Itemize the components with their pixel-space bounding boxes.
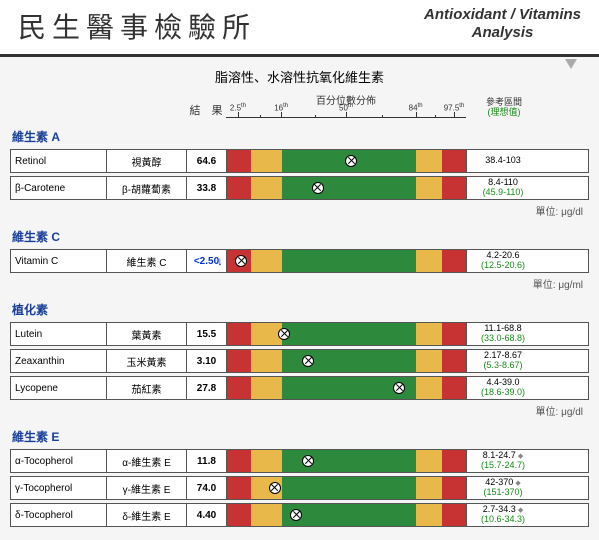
value-marker-icon bbox=[312, 182, 324, 194]
analyte-name-en: Lycopene bbox=[11, 377, 107, 399]
result-value: 33.8 bbox=[187, 177, 227, 199]
analyte-name-en: Zeaxanthin bbox=[11, 350, 107, 372]
distribution-bar bbox=[227, 504, 467, 526]
reference-range: 42-370◆(151-370) bbox=[467, 477, 539, 499]
analyte-name-zh: 茄紅素 bbox=[107, 377, 187, 399]
axis-header: 結 果 百分位數分佈 2.5th16th50th84th97.5th 參考區間 … bbox=[10, 94, 589, 118]
analyte-name-zh: γ-維生素 E bbox=[107, 477, 187, 499]
report-header: 民生醫事檢驗所 Antioxidant / Vitamins Analysis bbox=[0, 0, 599, 54]
reference-range: 38.4-103 bbox=[467, 150, 539, 172]
analyte-name-en: Retinol bbox=[11, 150, 107, 172]
analyte-name-zh: 玉米黃素 bbox=[107, 350, 187, 372]
analyte-row: β-Caroteneβ-胡蘿蔔素33.8 8.4-110(45.9-110) bbox=[10, 176, 589, 200]
ref-header: 參考區間 (理想值) bbox=[466, 98, 538, 118]
analyte-row: δ-Tocopherolδ-維生素 E4.40 2.7-34.3◆(10.6-34… bbox=[10, 503, 589, 527]
reference-range: 8.1-24.7◆(15.7-24.7) bbox=[467, 450, 539, 472]
distribution-bar bbox=[227, 377, 467, 399]
distribution-bar bbox=[227, 450, 467, 472]
analyte-name-en: δ-Tocopherol bbox=[11, 504, 107, 526]
value-marker-icon bbox=[290, 509, 302, 521]
value-marker-icon bbox=[235, 255, 247, 267]
value-marker-icon bbox=[269, 482, 281, 494]
unit-label: 單位: μg/dl bbox=[10, 203, 583, 218]
distribution-bar bbox=[227, 350, 467, 372]
percentile-axis: 百分位數分佈 2.5th16th50th84th97.5th bbox=[226, 94, 466, 118]
section-title: 植化素 bbox=[12, 301, 589, 318]
analyte-name-en: γ-Tocopherol bbox=[11, 477, 107, 499]
results-panel: 脂溶性、水溶性抗氧化維生素 結 果 百分位數分佈 2.5th16th50th84… bbox=[0, 57, 599, 540]
result-value: 27.8 bbox=[187, 377, 227, 399]
analysis-title: Antioxidant / Vitamins Analysis bbox=[424, 6, 581, 42]
result-value: 4.40 bbox=[187, 504, 227, 526]
value-marker-icon bbox=[302, 355, 314, 367]
reference-range: 2.7-34.3◆(10.6-34.3) bbox=[467, 504, 539, 526]
result-value: 3.10 bbox=[187, 350, 227, 372]
analyte-name-en: Lutein bbox=[11, 323, 107, 345]
analyte-row: α-Tocopherolα-維生素 E11.8 8.1-24.7◆(15.7-24… bbox=[10, 449, 589, 473]
value-marker-icon bbox=[393, 382, 405, 394]
analyte-row: Lycopene茄紅素27.8 4.4-39.0(18.6-39.0) bbox=[10, 376, 589, 400]
analyte-row: Lutein葉黃素15.5 11.1-68.8(33.0-68.8) bbox=[10, 322, 589, 346]
result-value: 11.8 bbox=[187, 450, 227, 472]
result-value: 64.6 bbox=[187, 150, 227, 172]
reference-range: 4.4-39.0(18.6-39.0) bbox=[467, 377, 539, 399]
analyte-name-zh: δ-維生素 E bbox=[107, 504, 187, 526]
analyte-name-en: Vitamin C bbox=[11, 250, 107, 272]
panel-title: 脂溶性、水溶性抗氧化維生素 bbox=[10, 57, 589, 94]
analyte-row: Vitamin C維生素 C<2.50↓ 4.2-20.6(12.5-20.6) bbox=[10, 249, 589, 273]
result-value: 74.0 bbox=[187, 477, 227, 499]
lab-name: 民生醫事檢驗所 bbox=[18, 6, 256, 46]
section-title: 維生素 E bbox=[12, 428, 589, 445]
analyte-name-en: α-Tocopherol bbox=[11, 450, 107, 472]
distribution-bar bbox=[227, 177, 467, 199]
distribution-bar bbox=[227, 323, 467, 345]
unit-label: 單位: μg/dl bbox=[10, 403, 583, 418]
distribution-bar bbox=[227, 150, 467, 172]
reference-range: 8.4-110(45.9-110) bbox=[467, 177, 539, 199]
distribution-bar bbox=[227, 477, 467, 499]
reference-range: 11.1-68.8(33.0-68.8) bbox=[467, 323, 539, 345]
value-marker-icon bbox=[278, 328, 290, 340]
value-marker-icon bbox=[302, 455, 314, 467]
analyte-name-zh: 視黃醇 bbox=[107, 150, 187, 172]
low-arrow-icon: ↓ bbox=[217, 254, 223, 268]
result-header: 結 果 bbox=[186, 102, 226, 118]
reference-range: 2.17-8.67(5.3-8.67) bbox=[467, 350, 539, 372]
analyte-row: Zeaxanthin玉米黃素3.10 2.17-8.67(5.3-8.67) bbox=[10, 349, 589, 373]
value-marker-icon bbox=[345, 155, 357, 167]
distribution-bar bbox=[227, 250, 467, 272]
analyte-name-zh: α-維生素 E bbox=[107, 450, 187, 472]
section-title: 維生素 A bbox=[12, 128, 589, 145]
analyte-name-zh: β-胡蘿蔔素 bbox=[107, 177, 187, 199]
analyte-row: Retinol視黃醇64.6 38.4-103 bbox=[10, 149, 589, 173]
analyte-row: γ-Tocopherolγ-維生素 E74.0 42-370◆(151-370) bbox=[10, 476, 589, 500]
analyte-name-zh: 葉黃素 bbox=[107, 323, 187, 345]
result-value: <2.50↓ bbox=[187, 250, 227, 272]
reference-range: 4.2-20.6(12.5-20.6) bbox=[467, 250, 539, 272]
analyte-name-en: β-Carotene bbox=[11, 177, 107, 199]
section-title: 維生素 C bbox=[12, 228, 589, 245]
result-value: 15.5 bbox=[187, 323, 227, 345]
analyte-name-zh: 維生素 C bbox=[107, 250, 187, 272]
unit-label: 單位: μg/ml bbox=[10, 276, 583, 291]
